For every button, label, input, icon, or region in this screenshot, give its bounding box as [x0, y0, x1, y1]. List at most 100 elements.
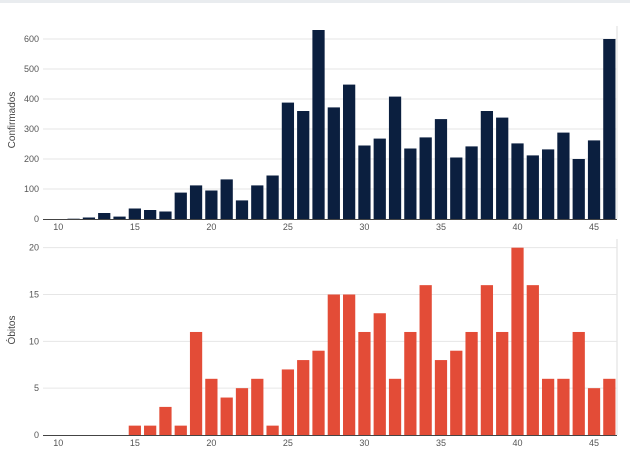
x-tick-label: 30 — [359, 438, 369, 448]
bar — [128, 425, 141, 435]
y-tick-label: 200 — [24, 154, 39, 164]
bar — [189, 331, 203, 435]
x-tick-label: 25 — [283, 222, 293, 232]
bar — [297, 360, 310, 435]
y-axis-title: Confirmados — [7, 92, 18, 149]
bar — [327, 294, 340, 435]
bar — [434, 119, 448, 219]
y-tick-label: 400 — [24, 94, 39, 104]
bar — [251, 185, 264, 219]
bar — [312, 350, 325, 435]
y-tick-label: 15 — [29, 290, 39, 300]
bar — [587, 140, 601, 219]
bar — [557, 132, 570, 219]
y-tick-label: 5 — [34, 383, 39, 393]
y-tick-label: 0 — [34, 214, 39, 224]
bar — [220, 179, 233, 219]
bar — [388, 96, 402, 219]
bar — [220, 397, 233, 435]
y-tick-label: 300 — [24, 124, 39, 134]
bar — [480, 285, 494, 435]
bar — [434, 360, 448, 435]
bar — [128, 208, 141, 219]
bar — [327, 107, 340, 219]
bar — [511, 143, 524, 219]
bar — [159, 211, 172, 219]
bar — [388, 378, 402, 435]
deaths-chart: 0 5 10 15 20 10 15 20 25 30 35 40 45 Óbitos — [5, 239, 618, 448]
top-border — [0, 0, 630, 3]
x-tick-label: 20 — [206, 438, 216, 448]
bar — [343, 84, 356, 219]
bar — [144, 425, 157, 435]
y-tick-label: 20 — [29, 243, 39, 253]
bar — [496, 331, 509, 435]
bar — [465, 331, 478, 435]
bar — [404, 331, 417, 435]
bar — [174, 425, 187, 435]
bar — [281, 369, 295, 435]
y-axis-title: Óbitos — [5, 316, 18, 345]
bar — [251, 378, 264, 435]
bar — [419, 137, 432, 219]
bar — [358, 145, 371, 219]
confirmed-chart: 0 100 200 300 400 500 600 10 15 20 25 30 35 40 45 Confi… — [7, 26, 618, 232]
x-tick-label: 45 — [589, 438, 599, 448]
bar — [159, 406, 172, 435]
x-tick-label: 35 — [436, 438, 446, 448]
bar — [526, 155, 539, 219]
bar — [235, 200, 249, 219]
x-tick-label: 45 — [589, 222, 599, 232]
x-tick-label: 15 — [130, 438, 140, 448]
bar — [587, 388, 601, 435]
bar — [541, 149, 555, 219]
bar — [480, 111, 494, 219]
bar — [526, 285, 539, 435]
bar — [343, 294, 356, 435]
bar — [205, 378, 218, 435]
x-tick-label: 25 — [283, 438, 293, 448]
bar — [450, 350, 463, 435]
bar — [572, 331, 585, 435]
bar — [266, 425, 279, 435]
bar — [541, 378, 555, 435]
bar — [603, 378, 616, 435]
x-tick-label: 30 — [359, 222, 369, 232]
y-tick-label: 500 — [24, 64, 39, 74]
x-tick-label: 35 — [436, 222, 446, 232]
bar — [189, 185, 203, 219]
bar — [144, 210, 157, 219]
bar — [419, 285, 432, 435]
x-tick-label: 40 — [512, 222, 522, 232]
bar — [603, 39, 616, 219]
bar — [450, 157, 463, 219]
y-tick-label: 100 — [24, 184, 39, 194]
bar — [312, 30, 325, 219]
bar — [281, 102, 295, 219]
bar — [404, 148, 417, 219]
bar — [98, 213, 111, 219]
x-tick-label: 20 — [206, 222, 216, 232]
x-tick-label: 10 — [53, 222, 63, 232]
bar — [511, 247, 524, 435]
bar — [205, 190, 218, 219]
bar — [572, 159, 585, 219]
bar — [373, 313, 386, 435]
bar — [235, 388, 249, 435]
bar — [465, 146, 478, 219]
x-tick-label: 40 — [512, 438, 522, 448]
bar — [297, 111, 310, 219]
bar — [266, 175, 279, 219]
bar — [174, 192, 187, 219]
bar — [113, 216, 126, 219]
y-tick-label: 10 — [29, 336, 39, 346]
bar — [373, 138, 386, 219]
bar — [82, 217, 96, 219]
bar — [557, 378, 570, 435]
bar — [358, 331, 371, 435]
bar — [496, 117, 509, 219]
y-tick-label: 600 — [24, 34, 39, 44]
y-tick-label: 0 — [34, 430, 39, 440]
x-tick-label: 10 — [53, 438, 63, 448]
